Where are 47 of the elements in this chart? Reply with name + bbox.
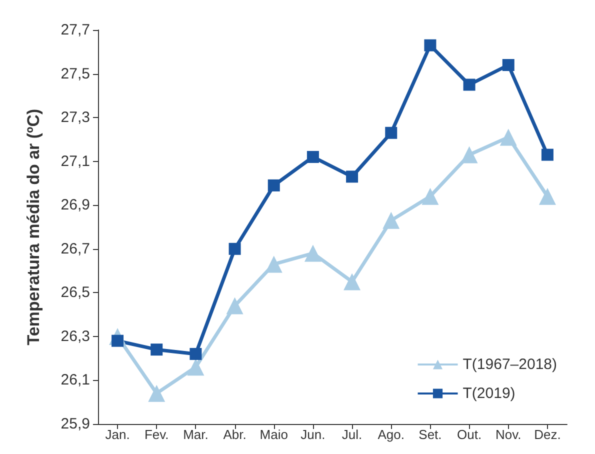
point — [228, 242, 241, 255]
point — [226, 297, 244, 314]
y-tick-label: 25,9 — [60, 416, 90, 432]
point — [463, 78, 476, 91]
point — [304, 244, 322, 262]
point — [190, 348, 202, 360]
x-tick-label: Ago. — [378, 427, 404, 442]
y-tick-label: 26,7 — [60, 240, 90, 258]
y-tick-label: 27,3 — [60, 109, 90, 126]
point — [306, 150, 319, 163]
point — [541, 148, 554, 161]
point — [538, 188, 556, 205]
point — [385, 126, 398, 139]
x-tick-label: Nov. — [495, 427, 522, 442]
x-tick-label: Jul. — [342, 427, 362, 442]
point — [344, 273, 361, 290]
y-tick-label: 26,5 — [60, 284, 90, 302]
y-tick-label: 26,1 — [60, 372, 90, 389]
y-tick-label: 26,3 — [60, 328, 90, 345]
x-tick-label: Jun. — [300, 427, 326, 442]
point — [500, 128, 517, 146]
legend-label: T(1967–2018) — [462, 356, 558, 373]
point — [150, 344, 163, 356]
point — [268, 179, 280, 192]
point — [148, 384, 166, 402]
x-tick-label: Out. — [457, 427, 482, 442]
x-tick-label: Set. — [418, 427, 442, 442]
x-tick-label: Jan. — [105, 427, 130, 442]
y-tick-label: 26,9 — [60, 196, 90, 214]
x-tick-label: Abr. — [223, 427, 246, 442]
y-tick-label: 27,7 — [60, 22, 90, 38]
point — [265, 256, 282, 273]
point — [187, 358, 204, 376]
y-axis-title: Temperatura média do ar (ºC) — [24, 108, 43, 346]
point — [502, 59, 514, 72]
legend-label: T(2019) — [462, 385, 516, 402]
y-tick-label: 27,5 — [60, 65, 90, 82]
x-tick-label: Dez. — [534, 427, 561, 442]
point — [382, 212, 400, 229]
x-tick-label: Mar. — [183, 427, 208, 442]
y-tick-label: 27,1 — [60, 152, 90, 170]
point — [346, 170, 358, 183]
point — [460, 146, 478, 164]
x-tick-label: Fev. — [144, 427, 169, 442]
x-tick-label: Maio — [260, 427, 288, 442]
point — [424, 39, 436, 52]
point — [422, 188, 439, 205]
